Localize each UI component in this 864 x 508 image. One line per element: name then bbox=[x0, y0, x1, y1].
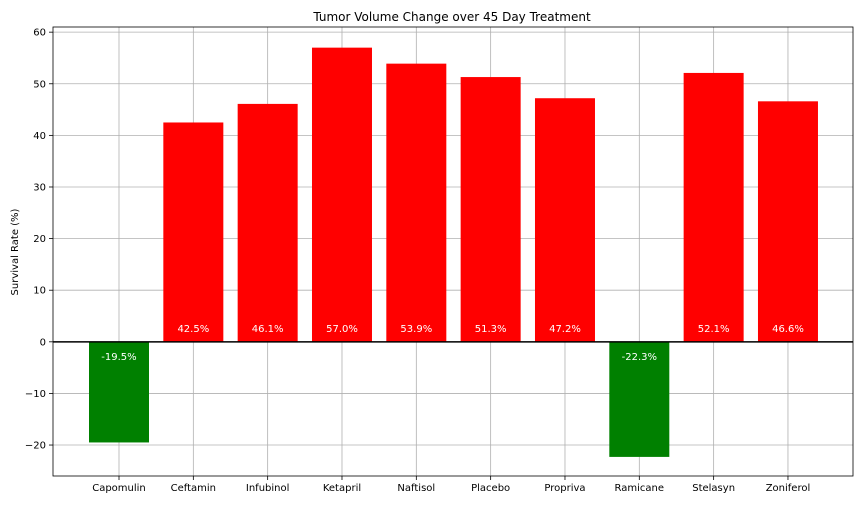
axes: −20 −10 0 10 20 30 40 50 60 Capomulin Ceftamin Infu… bbox=[25, 26, 854, 494]
y-tick-label: 10 bbox=[33, 286, 46, 297]
bars bbox=[89, 47, 818, 457]
data-label: 46.6% bbox=[772, 324, 804, 335]
y-tick-label: 20 bbox=[33, 234, 46, 245]
data-label: 46.1% bbox=[252, 324, 284, 335]
x-tick-label: Zoniferol bbox=[766, 483, 811, 494]
y-tick-label: 30 bbox=[33, 182, 46, 193]
bar-ramicane bbox=[609, 341, 670, 457]
x-tick-label: Capomulin bbox=[92, 483, 146, 494]
x-tick-label: Ceftamin bbox=[171, 483, 216, 494]
y-axis-label: Survival Rate (%) bbox=[10, 208, 21, 295]
data-label: -22.3% bbox=[622, 352, 657, 363]
y-tick-label: 60 bbox=[33, 28, 46, 39]
bar-ketapril bbox=[311, 47, 372, 342]
y-tick-label: −20 bbox=[25, 441, 46, 452]
y-tick-label: 0 bbox=[40, 337, 46, 348]
y-tick-label: −10 bbox=[25, 389, 46, 400]
x-tick-label: Propriva bbox=[544, 483, 585, 494]
bar-infubinol bbox=[237, 103, 298, 342]
chart-title: Tumor Volume Change over 45 Day Treatmen… bbox=[312, 10, 591, 24]
bar-capomulin bbox=[89, 341, 149, 443]
x-tick-label: Ketapril bbox=[323, 483, 361, 494]
bar-ceftamin bbox=[163, 122, 224, 342]
y-tick-label: 40 bbox=[33, 131, 46, 142]
x-tick-label: Stelasyn bbox=[692, 483, 735, 494]
data-label: 57.0% bbox=[326, 324, 358, 335]
data-label: 42.5% bbox=[177, 324, 209, 335]
data-label: 52.1% bbox=[698, 324, 730, 335]
data-label: 53.9% bbox=[400, 324, 432, 335]
plot-frame bbox=[52, 26, 854, 477]
data-label: -19.5% bbox=[101, 352, 136, 363]
x-tick-label: Placebo bbox=[471, 483, 510, 494]
x-tick-label: Naftisol bbox=[397, 483, 435, 494]
y-tick-label: 50 bbox=[33, 79, 46, 90]
x-tick-label: Ramicane bbox=[615, 483, 665, 494]
x-tick-label: Infubinol bbox=[246, 483, 290, 494]
bar-placebo bbox=[460, 77, 521, 342]
data-labels: -19.5% 42.5% 46.1% 57.0% 53.9% 51.3% 47.2% -22.… bbox=[101, 324, 804, 363]
bar-propriva bbox=[534, 98, 595, 342]
data-label: 51.3% bbox=[475, 324, 507, 335]
bar-stelasyn bbox=[683, 72, 744, 342]
data-label: 47.2% bbox=[549, 324, 581, 335]
bar-zoniferol bbox=[757, 101, 818, 342]
bar-naftisol bbox=[386, 63, 447, 342]
